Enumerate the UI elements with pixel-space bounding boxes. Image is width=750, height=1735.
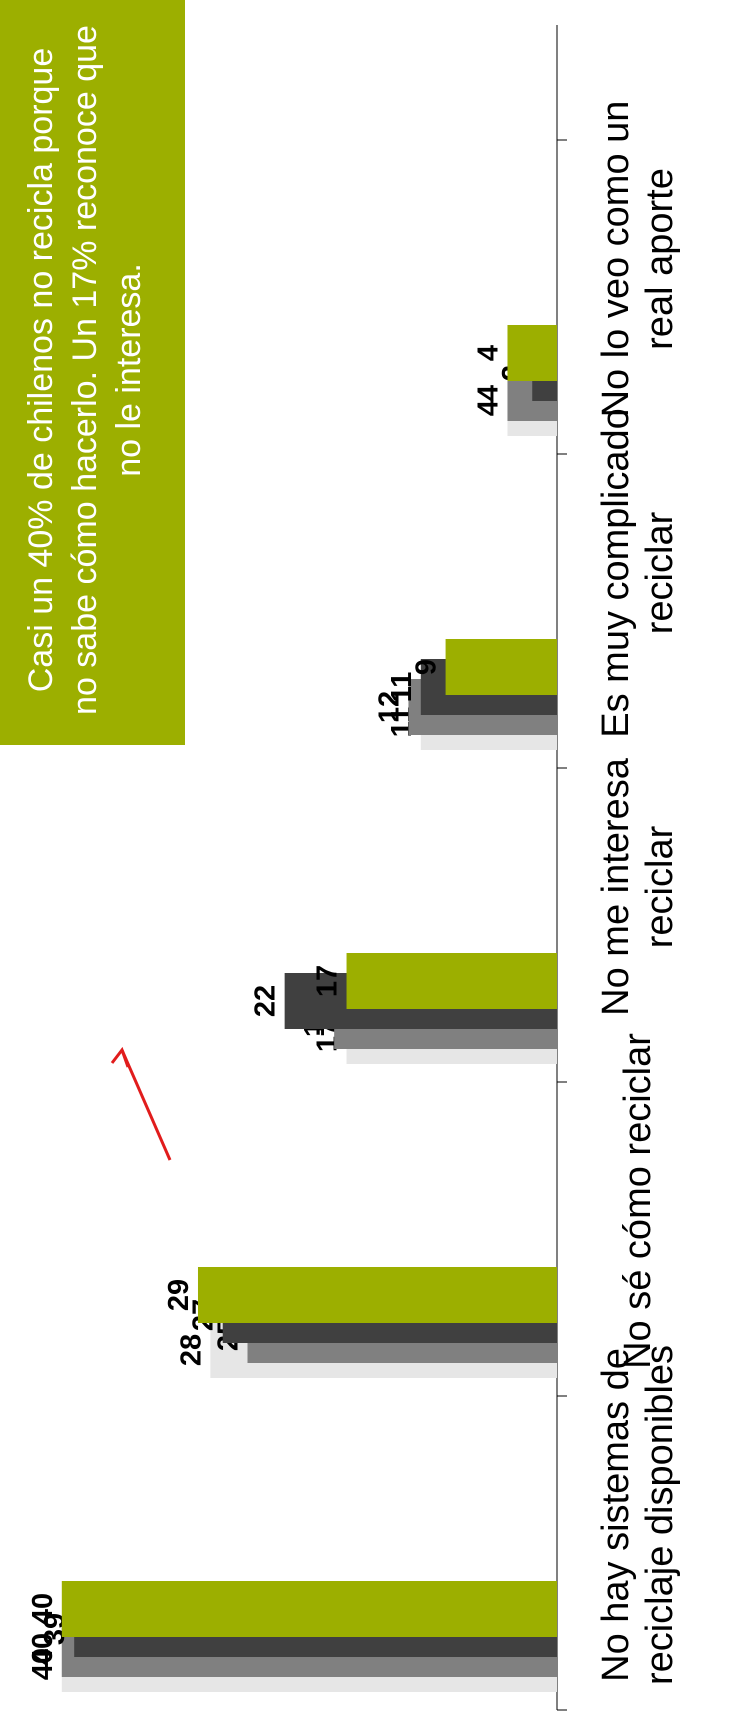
category-label: No lo veo como un [595,101,637,418]
category-label: No sé cómo reciclar [617,1033,659,1369]
data-label: 22 [250,985,282,1017]
bar [507,325,558,381]
data-label: 40 [27,1593,59,1625]
category-label: reciclaje disponibles [639,1345,681,1685]
bar [445,639,557,695]
category-label: real aporte [639,168,681,350]
data-label: 17 [312,965,344,997]
data-label: 11 [386,672,418,703]
data-label: 9 [411,659,443,675]
category-label: reciclar [639,511,681,634]
data-label: 4 [472,345,504,361]
bar [61,1581,558,1637]
bar [346,953,558,1009]
category-label: No hay sistemas de [595,1348,637,1682]
data-label: 4 [472,400,504,416]
bar [197,1267,557,1323]
category-label: No me interesa [595,757,637,1016]
data-label: 12 [373,691,405,723]
data-label: 40 [27,1648,59,1680]
data-label: 40 [27,1633,59,1665]
annotation-text: Casi un 40% de chilenos no recicla porqu… [22,48,60,693]
annotation-text: no le interesa. [110,263,148,477]
category-label: Es muy complicado [595,408,637,737]
trend-arrow-head [110,1046,130,1068]
plot-area: 40403940282527291718221711121194424No ha… [0,0,681,1711]
annotation-box [0,0,185,745]
category-label: reciclar [639,825,681,948]
data-label: 29 [163,1279,195,1311]
data-label: 4 [472,385,504,401]
trend-arrow [120,1049,172,1161]
data-label: 28 [175,1334,207,1366]
annotation-text: no sabe cómo hacerlo. Un 17% reconoce qu… [66,25,104,715]
